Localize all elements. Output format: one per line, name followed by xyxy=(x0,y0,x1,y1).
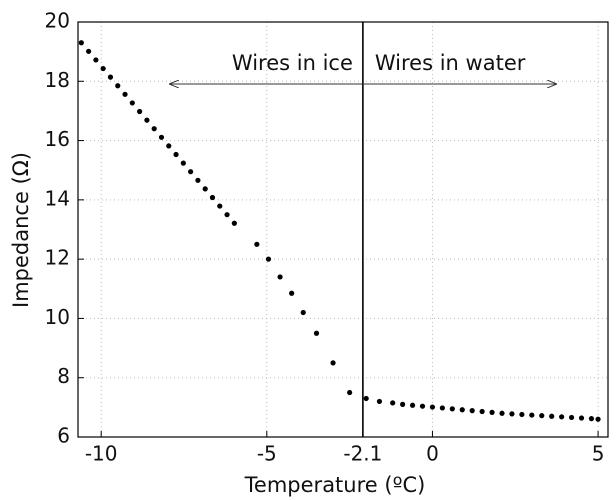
point xyxy=(137,108,143,115)
point xyxy=(595,416,601,422)
point xyxy=(265,256,272,262)
x-tick-label: -5 xyxy=(257,442,277,466)
point xyxy=(363,395,369,402)
x-tick-label: -2.1 xyxy=(343,442,382,466)
point xyxy=(224,212,230,218)
point xyxy=(129,100,135,106)
point xyxy=(86,48,92,54)
point xyxy=(449,406,455,412)
point xyxy=(144,117,150,123)
point xyxy=(166,143,172,149)
point xyxy=(469,408,475,414)
point xyxy=(330,360,336,366)
x-tick-label: 5 xyxy=(592,442,605,466)
point xyxy=(419,403,426,409)
point xyxy=(122,91,128,97)
point xyxy=(578,415,585,421)
plot-frame xyxy=(77,21,609,438)
point xyxy=(509,411,515,417)
point xyxy=(529,412,535,418)
point xyxy=(217,203,223,209)
y-tick-label: 20 xyxy=(45,9,70,33)
point xyxy=(479,408,485,415)
y-tick-label: 14 xyxy=(45,186,70,210)
y-tick-label: 16 xyxy=(45,127,70,151)
x-tick-label: -10 xyxy=(85,442,118,466)
point xyxy=(489,409,495,415)
point xyxy=(549,413,555,419)
y-tick-label: 12 xyxy=(45,246,70,270)
y-tick-label: 8 xyxy=(57,364,70,388)
point xyxy=(313,330,320,336)
x-tick-label: 0 xyxy=(426,442,439,466)
point xyxy=(459,407,465,413)
point xyxy=(115,83,121,89)
point xyxy=(93,57,99,63)
point xyxy=(300,309,306,316)
point xyxy=(409,402,416,408)
point xyxy=(78,40,84,46)
annotation: Wires in water xyxy=(375,51,526,75)
point xyxy=(588,416,595,422)
point xyxy=(231,220,237,226)
point xyxy=(568,414,575,421)
point xyxy=(100,65,106,72)
point xyxy=(539,413,545,419)
point xyxy=(400,401,406,407)
point xyxy=(376,398,383,405)
point xyxy=(439,405,445,411)
point xyxy=(429,404,436,410)
point xyxy=(390,400,396,406)
point xyxy=(195,177,201,183)
point xyxy=(209,194,216,201)
point xyxy=(277,274,283,280)
y-axis-label: Impedance (Ω) xyxy=(9,152,33,308)
point xyxy=(173,151,179,158)
point xyxy=(180,160,186,166)
x-axis-label: Temperature (ºC) xyxy=(244,473,426,497)
point xyxy=(202,186,208,192)
y-tick-label: 6 xyxy=(57,424,70,448)
point xyxy=(519,411,525,418)
point xyxy=(158,134,165,140)
point xyxy=(559,414,565,420)
point xyxy=(107,74,114,80)
point xyxy=(347,389,353,396)
point xyxy=(499,410,505,416)
y-tick-label: 18 xyxy=(45,68,70,92)
point xyxy=(151,126,157,132)
point xyxy=(289,290,295,296)
point xyxy=(254,241,260,247)
y-tick-label: 10 xyxy=(45,305,70,329)
annotation: Wires in ice xyxy=(232,51,353,75)
point xyxy=(188,169,194,175)
